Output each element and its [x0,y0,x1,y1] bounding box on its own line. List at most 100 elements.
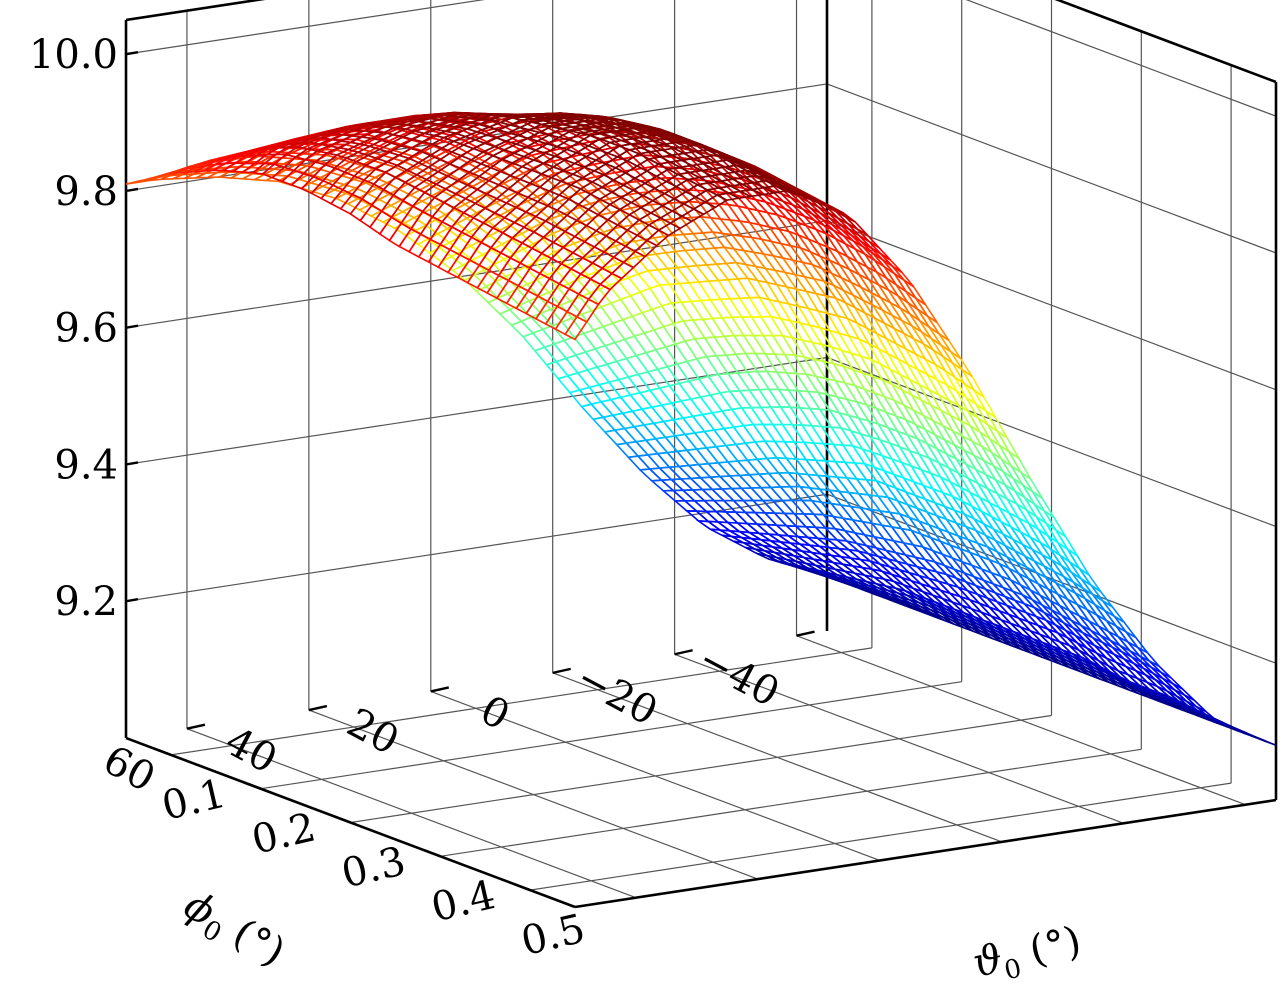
box-edge-top-left [125,0,266,22]
surface-cell [919,397,945,428]
surface-cell [879,296,903,322]
surface-cell [603,429,629,446]
y-axis-tick [552,667,571,675]
surface-cell [837,262,864,290]
surface-cell [905,502,932,527]
surface-cell [913,422,940,451]
surface-cell [936,526,963,551]
surface-cell [932,501,959,525]
z-axis-tick [125,324,139,329]
surface-cell [946,530,973,555]
surface-cell [899,318,926,346]
surface-cell [930,548,957,571]
surface-cell [922,343,946,372]
surface-cell [954,521,980,545]
surface-cell [809,262,836,288]
surface-cell [644,348,669,371]
surface-cell [695,355,720,378]
surface-cell [891,398,918,427]
surface-cell [642,328,667,351]
y-axis-tick [796,630,815,637]
surface-cell [626,455,652,471]
surface-cell [903,417,930,446]
surface-cell [949,556,977,579]
surface-cell [619,394,644,413]
y-axis-title-unit: (°) [214,904,292,976]
left-wall-grid-line-z [125,0,485,55]
x-axis-tick [154,747,172,757]
surface-cell [683,337,708,360]
surface-cell [862,310,889,341]
surface-cell [917,382,943,413]
surface-cell [648,284,673,307]
surface-cell [930,487,957,512]
surface-cell [979,567,1006,590]
floor-grid-line-y [552,672,1002,843]
surface-cell [804,224,831,249]
surface-cell [950,494,977,521]
surface-cell [934,363,958,392]
surface-cell [677,380,703,400]
surface-cell [827,258,854,285]
surface-cell [942,504,969,529]
surface-cell [911,408,938,437]
surface-cell [878,361,904,392]
x-axis-tick [244,781,262,790]
floor-grid-line-y [308,709,759,880]
surface-cell [934,377,961,408]
surface-cell [929,403,955,433]
surface-cell [880,308,907,336]
surface-cell [903,490,930,514]
surface-cell [720,408,746,429]
surface-cell [969,425,993,454]
surface-cell [817,254,844,280]
surface-cell [611,412,636,430]
surface-cell [709,392,734,412]
surface-cell [954,457,981,486]
surface-cell [938,408,965,439]
surface-cell [889,313,917,341]
surface-cell [924,510,951,534]
surface-cell [965,537,992,562]
surface-cell [985,486,1012,515]
surface-cell [957,547,984,571]
y-axis-tick [308,704,328,712]
surface-cell [849,280,876,308]
surface-cell [674,340,699,363]
surface-cell [946,465,973,495]
x-axis-title-unit: (°) [1013,918,1086,977]
surface-cell [998,574,1025,597]
surface-cell [923,427,949,456]
surface-cell [940,552,967,575]
surface-cell [969,439,996,468]
surface-cell [856,337,883,366]
surface-cell [691,413,716,433]
surface-cell [940,490,967,516]
surface-cell [946,384,969,413]
surface-cell [640,406,666,425]
surface-cell [876,346,902,377]
surface-cell [894,341,920,372]
surface-cell [609,209,635,228]
surface-cell [958,418,984,449]
axis-ticks [125,51,815,892]
x-axis-title: ϑ0 (°) [969,918,1087,993]
surface-cell [934,446,961,476]
surface-cell [658,384,683,405]
surface-cell [635,351,660,373]
x-axis-tick [513,882,531,892]
left-wall-grid-line-z [125,356,828,466]
surface-cell [652,325,677,348]
surface-cell [798,246,825,271]
surface-cell [853,305,879,336]
surface-cell [977,495,1004,524]
surface-cell [660,402,685,421]
surface-cell [432,201,457,216]
surface-cell [965,476,992,505]
surface-cell [936,392,963,423]
surface-cell [995,491,1022,521]
surface-cell [940,423,967,453]
surface-cell [983,472,1010,501]
x-axis-tick-label: 0.3 [337,838,409,897]
